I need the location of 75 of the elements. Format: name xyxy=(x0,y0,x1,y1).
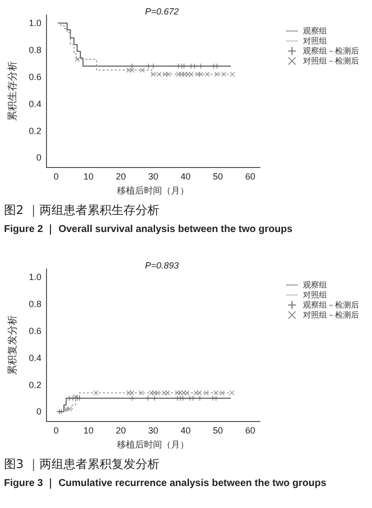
y-tick-label: 0.4 xyxy=(28,98,42,109)
point xyxy=(214,72,220,77)
caption: 图3 ｜两组患者累积复发分析 xyxy=(4,456,160,473)
x-tick-label: 60 xyxy=(245,426,256,436)
x-tick-label: 60 xyxy=(245,172,256,182)
point xyxy=(164,390,170,396)
point xyxy=(213,390,218,396)
point xyxy=(196,390,202,396)
point xyxy=(66,406,72,412)
point xyxy=(138,390,144,396)
x-axis-title: 移植后时间（月） xyxy=(117,186,190,196)
x-tick-label: 30 xyxy=(148,172,158,182)
point xyxy=(130,68,135,73)
x-tick-label: 50 xyxy=(212,172,223,182)
point xyxy=(204,390,209,396)
point xyxy=(180,396,186,401)
legend-label: 观察组－检测后 xyxy=(303,300,359,310)
point xyxy=(204,72,210,77)
y-tick-label: 0.6 xyxy=(28,326,42,336)
point xyxy=(150,72,156,77)
y-tick-label: 0.8 xyxy=(28,44,42,55)
point xyxy=(184,390,190,396)
legend-label: 对照组－检测后 xyxy=(303,56,359,66)
x-tick-label: 40 xyxy=(180,426,191,436)
y-tick-label: 0.4 xyxy=(28,352,42,363)
y-tick-label: 0.2 xyxy=(28,380,42,390)
point xyxy=(213,396,218,401)
x-axis-title: 移植后时间（月） xyxy=(117,440,190,450)
point xyxy=(190,396,196,401)
point xyxy=(146,396,151,401)
x-tick-label: 0 xyxy=(54,172,59,182)
point xyxy=(230,72,235,77)
point xyxy=(229,390,234,396)
y-tick-label: 1.0 xyxy=(28,18,42,28)
point xyxy=(214,64,220,69)
legend-label: 对照组 xyxy=(303,290,327,300)
caption: Figure 3 ｜ Cumulative recurrence analysis between the two groups xyxy=(4,477,328,490)
y-tick-label: 0 xyxy=(36,406,42,417)
legend-label: 观察组 xyxy=(303,280,327,290)
point xyxy=(188,72,194,77)
y-axis-title: 累积生存分析 xyxy=(6,61,18,122)
point xyxy=(188,64,194,69)
point xyxy=(140,68,145,73)
y-axis-title: 累积复发分析 xyxy=(6,315,18,376)
x-tick-label: 50 xyxy=(212,426,223,436)
x-tick-label: 0 xyxy=(54,426,59,436)
legend-label: 观察组－检测后 xyxy=(303,46,359,56)
chart-title: P=0.893 xyxy=(145,260,179,270)
x-tick-label: 20 xyxy=(116,426,126,436)
point xyxy=(166,72,171,77)
legend-label: 对照组－检测后 xyxy=(303,310,359,320)
point xyxy=(156,72,162,77)
y-tick-label: 0.2 xyxy=(28,126,42,136)
x-tick-label: 20 xyxy=(116,172,126,182)
point xyxy=(129,390,134,396)
y-tick-label: 0 xyxy=(36,152,42,163)
caption: Figure 2 ｜ Overall survival analysis between the two groups xyxy=(4,223,294,236)
y-tick-label: 0.6 xyxy=(28,72,42,82)
x-tick-label: 10 xyxy=(83,172,94,182)
x-tick-label: 30 xyxy=(148,426,158,436)
point xyxy=(220,390,225,396)
point xyxy=(152,396,157,401)
legend-label: 对照组 xyxy=(303,36,327,46)
point xyxy=(221,72,226,77)
x-tick-label: 10 xyxy=(83,426,94,436)
y-tick-label: 0.8 xyxy=(28,298,42,309)
caption: 图2 ｜两组患者累积生存分析 xyxy=(4,202,160,219)
x-tick-label: 40 xyxy=(180,172,191,182)
legend-label: 观察组 xyxy=(303,26,327,36)
point xyxy=(93,390,98,396)
point xyxy=(155,390,160,396)
point xyxy=(74,56,80,62)
chart-title: P=0.672 xyxy=(145,6,179,16)
y-tick-label: 1.0 xyxy=(28,272,42,282)
point xyxy=(198,72,204,77)
